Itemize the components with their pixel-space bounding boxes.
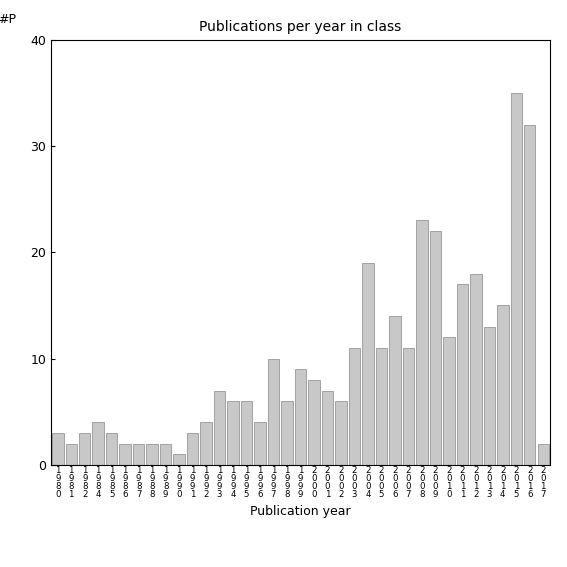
- Bar: [362, 263, 374, 465]
- Bar: [106, 433, 117, 465]
- Bar: [456, 284, 468, 465]
- Bar: [470, 274, 481, 465]
- Bar: [389, 316, 401, 465]
- Bar: [92, 422, 104, 465]
- Bar: [403, 348, 414, 465]
- Bar: [416, 221, 428, 465]
- Bar: [227, 401, 239, 465]
- Bar: [255, 422, 266, 465]
- Bar: [281, 401, 293, 465]
- Bar: [484, 327, 495, 465]
- Bar: [214, 391, 225, 465]
- Bar: [268, 358, 280, 465]
- Bar: [443, 337, 455, 465]
- Bar: [160, 443, 171, 465]
- Bar: [524, 125, 535, 465]
- Bar: [538, 443, 549, 465]
- Bar: [79, 433, 91, 465]
- Bar: [120, 443, 131, 465]
- Bar: [321, 391, 333, 465]
- Title: Publications per year in class: Publications per year in class: [200, 20, 401, 35]
- Bar: [52, 433, 64, 465]
- Bar: [187, 433, 198, 465]
- Bar: [200, 422, 212, 465]
- Bar: [66, 443, 77, 465]
- Bar: [308, 380, 320, 465]
- Bar: [510, 93, 522, 465]
- Bar: [497, 306, 509, 465]
- Bar: [174, 454, 185, 465]
- Bar: [376, 348, 387, 465]
- X-axis label: Publication year: Publication year: [250, 505, 351, 518]
- Bar: [241, 401, 252, 465]
- Bar: [146, 443, 158, 465]
- Bar: [349, 348, 360, 465]
- Bar: [133, 443, 145, 465]
- Bar: [430, 231, 441, 465]
- Text: #P: #P: [0, 13, 16, 26]
- Bar: [295, 369, 306, 465]
- Bar: [335, 401, 346, 465]
